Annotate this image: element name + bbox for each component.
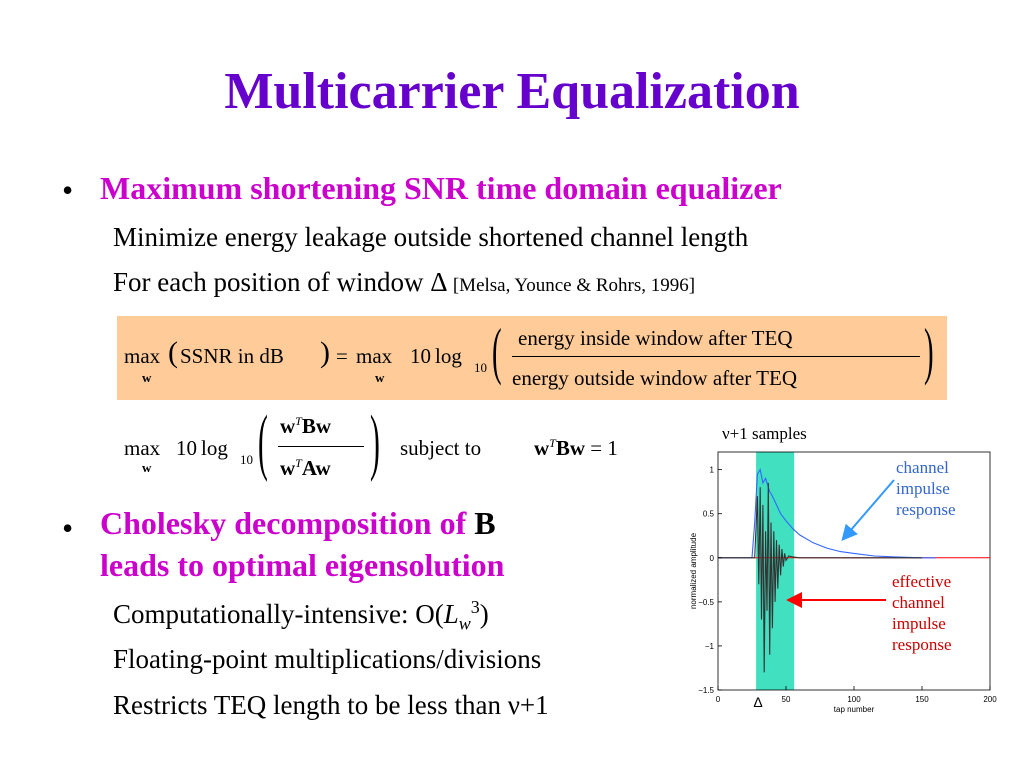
eq1-numerator: energy inside window after TEQ — [518, 326, 793, 350]
bullet-2-matrix-B: B — [474, 505, 496, 541]
eq1-log: log — [435, 344, 462, 368]
eq1-lhs: SSNR in dB — [180, 344, 284, 368]
y-tick-label: −1.5 — [698, 686, 714, 695]
bullet-1-heading: Maximum shortening SNR time domain equal… — [100, 170, 782, 206]
impulse-response-chart: 0 50 100 150 200 1 0.5 0 −0.5 −1 −1.5 tap number nor… — [689, 451, 997, 714]
bullet-2-heading-line-2: leads to optimal eigensolution — [100, 547, 505, 583]
annotation-channel: channel impulse response — [896, 457, 955, 520]
y-tick-label: 1 — [710, 466, 715, 475]
eq1-equals: = — [336, 344, 348, 368]
eq2-subject-to: subject to — [400, 436, 482, 460]
channel-impulse-response-line — [718, 468, 936, 559]
bullet-1-sub-1: Minimize energy leakage outside shortene… — [113, 222, 749, 252]
citation: [Melsa, Younce & Rohrs, 1996] — [452, 275, 696, 296]
eq1-fraction-bar — [512, 356, 920, 357]
x-axis-label: tap number — [834, 705, 875, 714]
eq2-log: log — [201, 436, 228, 460]
eq2-max-sub: w — [142, 460, 152, 475]
bullet-2-heading-line-1: Cholesky decomposition of B — [100, 505, 496, 542]
eq2-c-T: T — [549, 436, 556, 450]
annotation-channel-line-3: response — [896, 500, 956, 519]
window-position-text: For each position of window Δ — [113, 267, 447, 297]
x-tick-label: 0 — [716, 695, 721, 704]
eq2-big-paren-l: ( — [258, 401, 268, 483]
x-tick-label: 100 — [847, 695, 861, 704]
bullet-dot-1: • — [62, 172, 74, 208]
complexity-L: L — [443, 599, 459, 629]
eq1-big-paren-r: ) — [924, 315, 934, 386]
y-tick-label: −0.5 — [698, 598, 714, 607]
y-tick-label: 0 — [710, 554, 715, 563]
eq1-denominator: energy outside window after TEQ — [512, 366, 797, 390]
bullet-dot-2: • — [62, 510, 74, 546]
eq2-den-w: w — [280, 456, 296, 480]
x-tick-label: 150 — [915, 695, 929, 704]
eq1-ten: 10 — [410, 344, 431, 368]
eq2-den-A: Aw — [301, 456, 331, 480]
y-tick-label: 0.5 — [703, 510, 715, 519]
eq2-ten: 10 — [176, 436, 197, 460]
chart-top-label: ν+1 samples — [722, 424, 807, 443]
bullet-2-sub-2: Floating-point multiplications/divisions — [113, 644, 542, 674]
bullet-1-sub-2: For each position of window Δ [Melsa, Yo… — [113, 267, 695, 298]
bullet-2-sub-3: Restricts TEQ length to be less than ν+1 — [113, 690, 549, 720]
complexity-w: w — [458, 613, 471, 634]
complexity-text: Computationally-intensive: O( — [113, 599, 444, 629]
annotation-channel-line-1: channel — [896, 458, 949, 477]
eq1-max-2: max — [356, 344, 393, 368]
annotation-effective: effective channel impulse response — [892, 571, 951, 655]
eq2-num: wTBw — [280, 414, 331, 439]
eq2-c-w: w — [534, 436, 550, 460]
effective-channel-impulse-response-line — [718, 482, 922, 673]
eq2-big-paren-r: ) — [370, 401, 380, 483]
eq2-num-T: T — [295, 414, 302, 428]
arrow-channel — [841, 479, 895, 542]
eq2-constraint: wTBw = 1 — [534, 436, 618, 461]
annotation-effective-line-3: impulse — [892, 614, 946, 633]
eq1-max-2-sub: w — [375, 370, 385, 385]
annotation-effective-line-1: effective — [892, 572, 952, 591]
eq1-log-base: 10 — [474, 360, 487, 375]
eq1-paren-l: ( — [168, 336, 178, 369]
complexity-close: ) — [479, 599, 489, 629]
eq2-num-w: w — [280, 414, 296, 438]
y-axis-label: normalized amplitude — [689, 532, 698, 609]
eq2-den-T: T — [295, 456, 302, 470]
eq2-den: wTAw — [280, 456, 331, 481]
annotation-effective-line-4: response — [892, 635, 952, 654]
eq2-max: max — [124, 436, 161, 460]
bullet-2-text-a: Cholesky decomposition of — [100, 505, 467, 541]
x-tick-label: 200 — [983, 695, 997, 704]
eq2-num-B: Bw — [301, 414, 332, 438]
annotation-channel-line-2: impulse — [896, 479, 950, 498]
eq1-big-paren-l: ( — [492, 315, 502, 386]
eq1-max: max — [124, 344, 161, 368]
complexity-3: 3 — [470, 597, 480, 617]
eq1-max-sub: w — [142, 370, 152, 385]
eq1-paren-r: ) — [320, 336, 330, 369]
eq2-fraction-bar — [278, 446, 364, 447]
x-tick-label: 50 — [782, 695, 791, 704]
eq2-log-base: 10 — [240, 452, 253, 467]
delta-label: Δ — [753, 694, 762, 710]
bullet-2-sub-1: Computationally-intensive: O(Lw3) — [113, 597, 489, 634]
equation-1-box — [117, 316, 947, 400]
slide-title: Multicarrier Equalization — [224, 63, 800, 120]
y-tick-label: −1 — [705, 642, 715, 651]
eq2-c-eq: = 1 — [590, 436, 618, 460]
annotation-effective-line-2: channel — [892, 593, 945, 612]
eq2-c-B: Bw — [555, 436, 586, 460]
